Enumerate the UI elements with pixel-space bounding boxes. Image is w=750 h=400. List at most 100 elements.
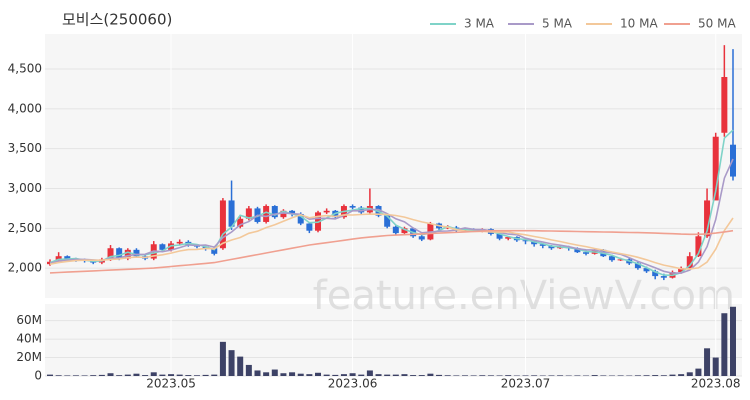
volume-bar xyxy=(263,372,270,376)
candle-body xyxy=(522,240,529,242)
volume-bar xyxy=(72,375,79,376)
price-panel xyxy=(45,34,742,298)
candle-body xyxy=(306,223,313,231)
volume-bar xyxy=(548,375,555,376)
candle-body xyxy=(583,252,590,254)
volume-bar xyxy=(427,373,434,376)
candle-body xyxy=(176,241,183,244)
volume-bar xyxy=(730,306,736,376)
volume-bar xyxy=(366,370,373,376)
candle-body xyxy=(245,208,252,219)
volume-bar xyxy=(358,374,365,376)
volume-bar xyxy=(116,375,123,376)
volume-bar xyxy=(47,374,53,376)
volume-bar xyxy=(678,374,685,376)
candle-body xyxy=(159,244,166,250)
volume-bar xyxy=(64,375,71,376)
volume-bar xyxy=(349,373,356,376)
candle-body xyxy=(107,248,114,260)
volume-bar xyxy=(487,375,494,376)
candle-body xyxy=(401,228,408,234)
volume-bar xyxy=(591,375,598,376)
candle-body xyxy=(574,248,581,253)
volume-bar xyxy=(323,374,330,376)
volume-bar xyxy=(505,375,512,376)
x-tick-label: 2023.07 xyxy=(501,377,551,391)
y-tick-label: 4,000 xyxy=(8,101,42,115)
candle-body xyxy=(211,248,218,254)
candle-body xyxy=(548,245,555,249)
volume-bar xyxy=(401,374,408,376)
volume-bar xyxy=(600,375,607,376)
volume-bar xyxy=(444,375,451,376)
legend-label: 50 MA xyxy=(698,17,736,31)
volume-bar xyxy=(479,375,486,376)
volume-bar xyxy=(721,313,728,376)
volume-bar xyxy=(124,374,131,376)
y-tick-label: 2,500 xyxy=(8,221,42,235)
x-tick-label: 2023.08 xyxy=(691,377,741,391)
volume-bar xyxy=(228,350,235,376)
volume-bar xyxy=(418,375,425,376)
candle-body xyxy=(349,206,356,208)
candle-body xyxy=(721,77,728,133)
volume-bar xyxy=(669,374,676,376)
volume-bar xyxy=(643,375,650,376)
candle-body xyxy=(55,256,62,261)
volume-bar xyxy=(107,373,114,376)
volume-bar xyxy=(202,374,209,376)
candle-body xyxy=(384,215,391,227)
volume-bar xyxy=(185,375,192,376)
y-tick-label: 3,000 xyxy=(8,181,42,195)
legend-label: 10 MA xyxy=(620,17,658,31)
volume-bar xyxy=(176,374,183,376)
volume-bar xyxy=(557,375,564,376)
volume-bar xyxy=(384,374,391,376)
volume-bar xyxy=(531,375,538,376)
volume-bar xyxy=(332,374,339,376)
y-tick-label: 40M xyxy=(16,332,42,346)
volume-bar xyxy=(55,375,62,376)
volume-bar xyxy=(574,375,581,376)
volume-bar xyxy=(98,374,105,376)
volume-bar xyxy=(704,348,711,376)
candle-body xyxy=(652,271,659,277)
candle-body xyxy=(505,237,512,239)
legend-label: 3 MA xyxy=(464,17,495,31)
candle-body xyxy=(133,249,140,257)
candle-body xyxy=(712,136,719,201)
ma-line xyxy=(49,213,734,270)
volume-bar xyxy=(470,375,477,376)
volume-bar xyxy=(133,373,140,376)
volume-bar xyxy=(634,375,641,376)
volume-bar xyxy=(436,374,443,376)
candle-body xyxy=(643,268,650,272)
candle-body xyxy=(124,249,131,259)
volume-bar xyxy=(168,374,175,376)
candle-body xyxy=(418,236,425,240)
candle-body xyxy=(280,210,287,218)
candle-body xyxy=(392,226,399,234)
volume-bar xyxy=(453,375,460,376)
volume-bar xyxy=(219,341,226,376)
watermark: feature.enViewV.com xyxy=(313,273,735,319)
y-tick-label: 60M xyxy=(16,313,42,327)
volume-bar xyxy=(297,373,304,376)
volume-bar xyxy=(306,374,313,376)
candle-body xyxy=(634,263,641,269)
volume-bar xyxy=(652,375,659,376)
x-tick-label: 2023.06 xyxy=(328,377,378,391)
volume-bar xyxy=(193,375,200,376)
volume-bar xyxy=(496,375,503,376)
volume-bar xyxy=(90,375,97,376)
candle-body xyxy=(323,210,330,213)
volume-bar xyxy=(254,370,261,376)
candle-body xyxy=(660,276,667,278)
volume-bar xyxy=(211,374,218,376)
chart-title: 모비스(250060) xyxy=(62,11,172,29)
candle-body xyxy=(219,200,226,249)
x-tick-label: 2023.05 xyxy=(146,377,196,391)
volume-bar xyxy=(686,372,693,376)
volume-bar xyxy=(375,374,382,376)
y-tick-label: 20M xyxy=(16,350,42,364)
